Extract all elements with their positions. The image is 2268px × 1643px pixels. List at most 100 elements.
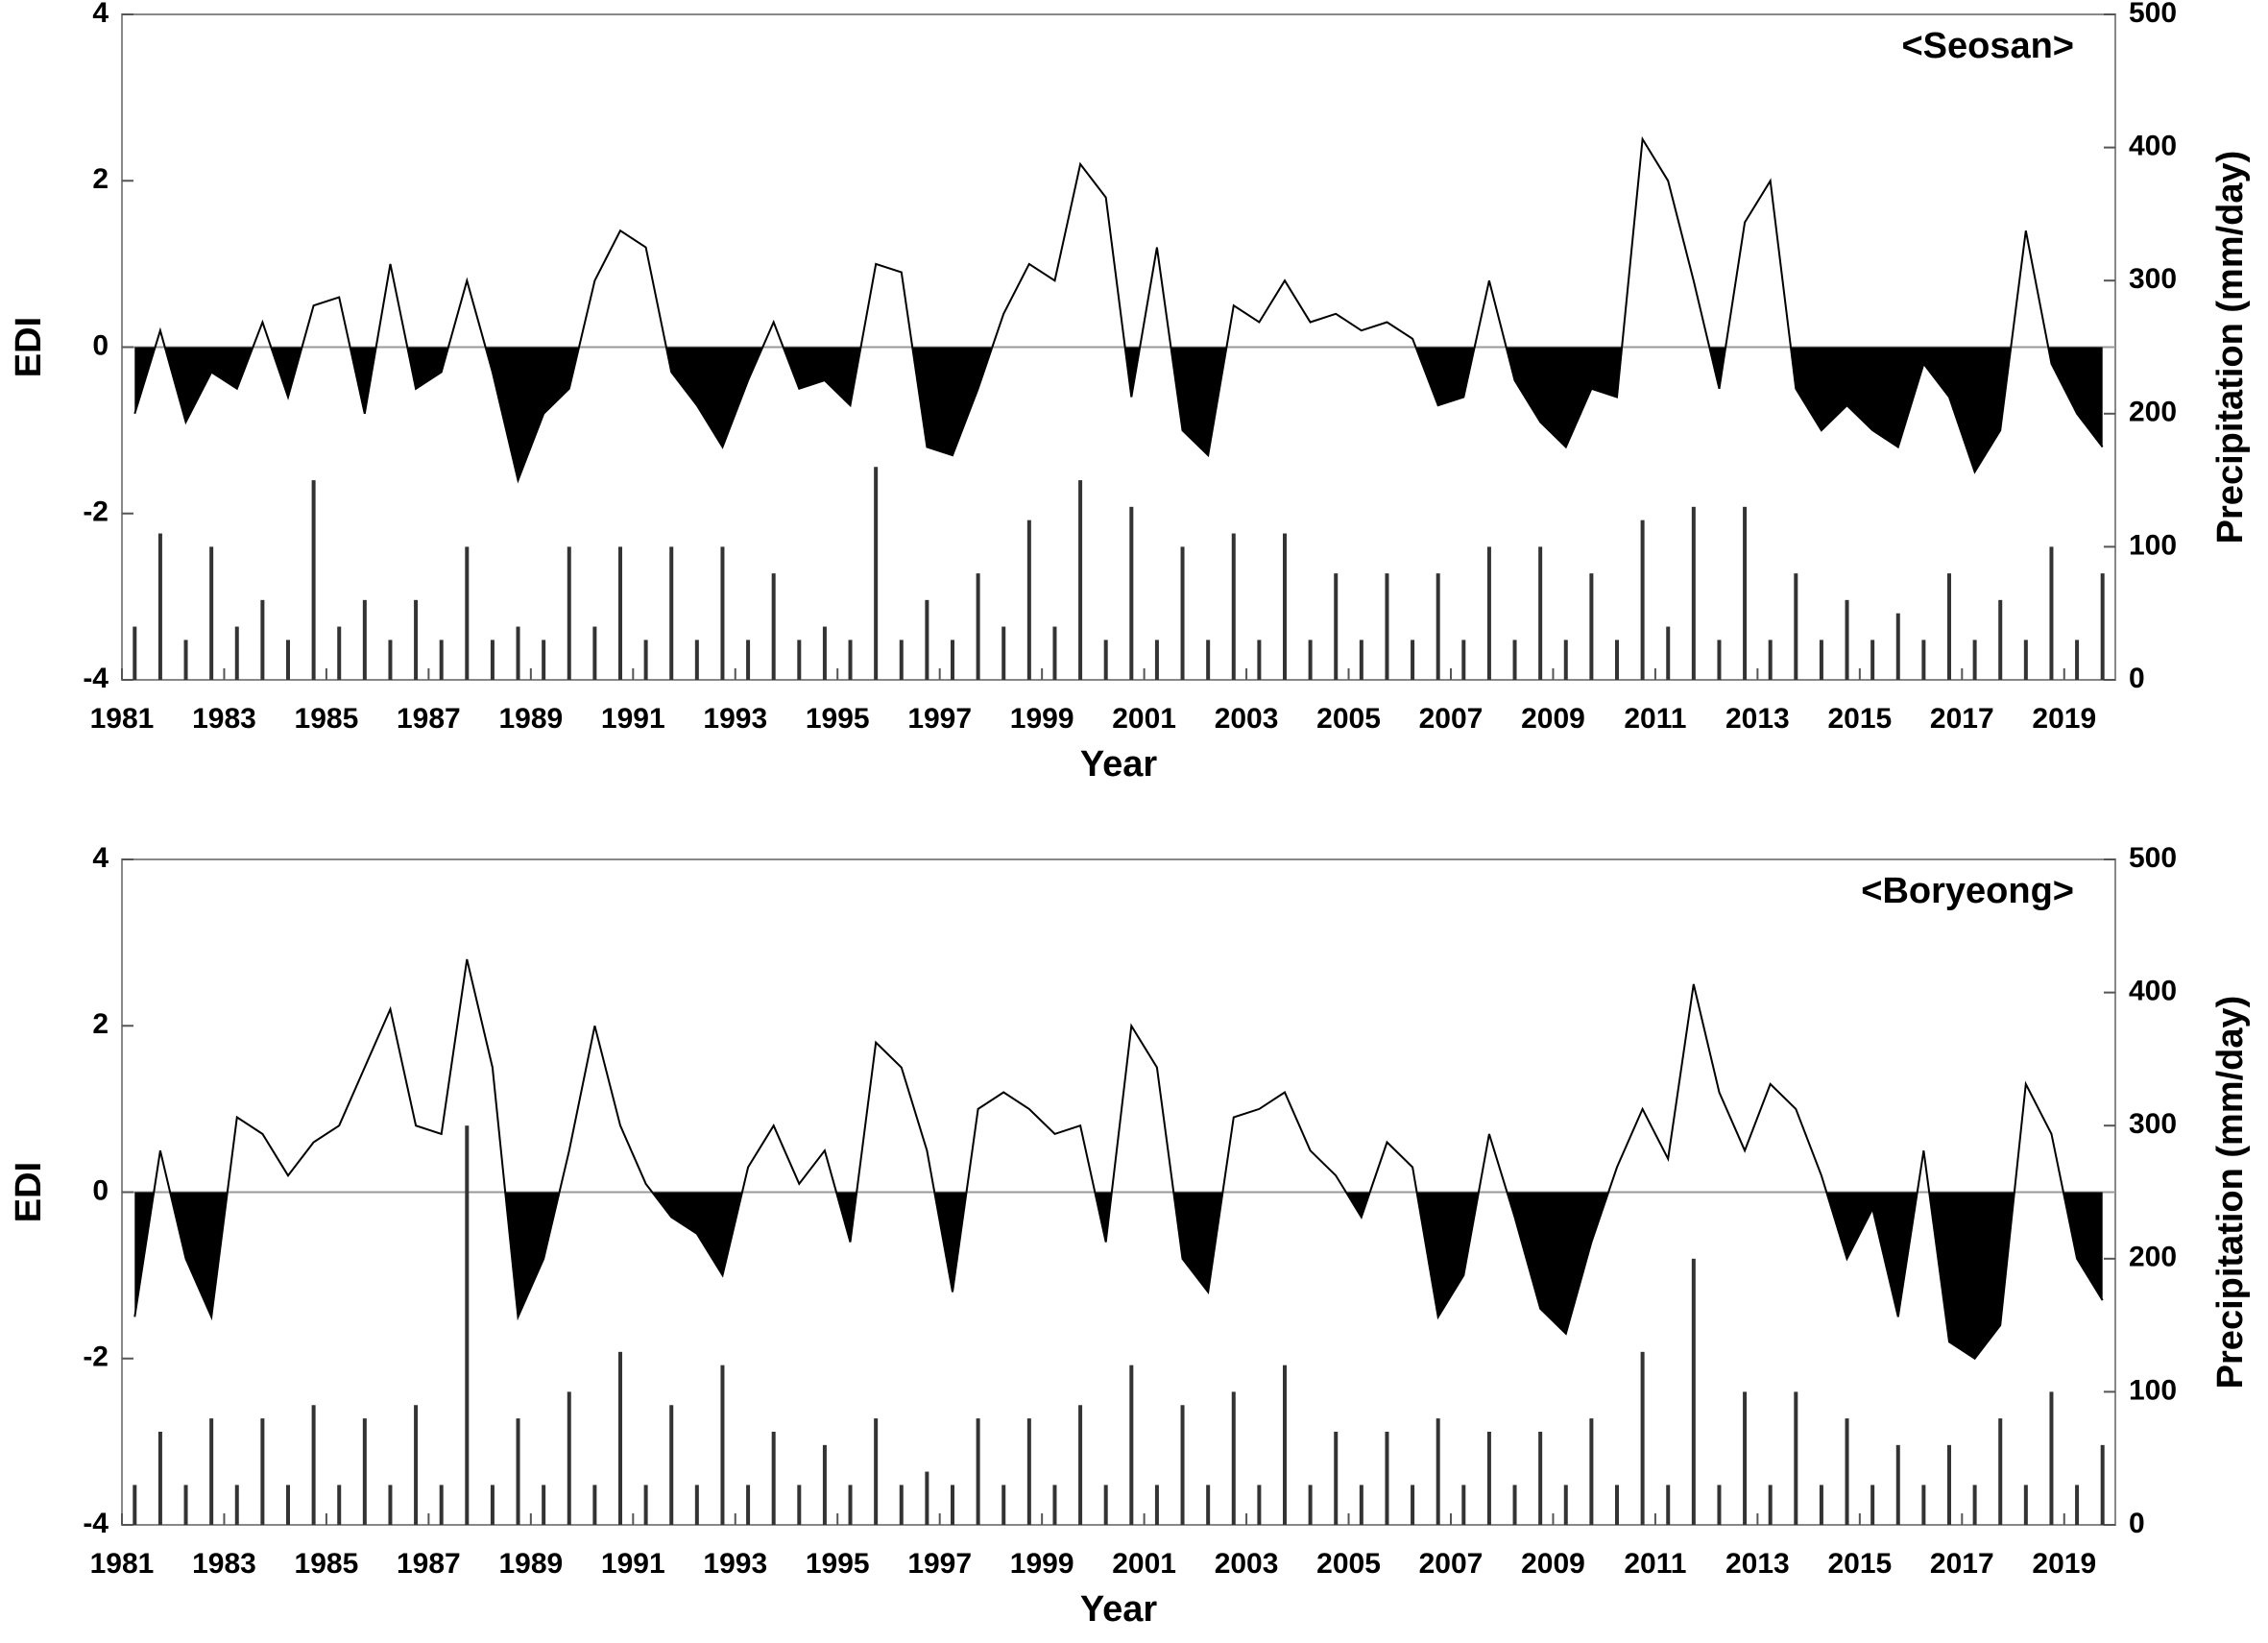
precipitation-bar — [1103, 1485, 1108, 1525]
precipitation-bar — [1921, 640, 1926, 680]
precipitation-bar — [439, 640, 444, 680]
precipitation-bar — [1794, 573, 1798, 680]
precipitation-bar — [490, 1485, 495, 1525]
precipitation-bar — [1512, 1485, 1517, 1525]
precipitation-bar — [1666, 1485, 1671, 1525]
precipitation-bar — [1947, 1444, 1951, 1525]
precipitation-bar — [1768, 640, 1773, 680]
precipitation-bar — [1436, 573, 1440, 680]
precipitation-bar — [1308, 1485, 1313, 1525]
precipitation-bar — [414, 1405, 419, 1525]
precipitation-bar — [1845, 1418, 1849, 1525]
precipitation-bar — [720, 546, 725, 680]
precipitation-bar — [1486, 546, 1491, 680]
precipitation-bar — [1895, 613, 1900, 680]
y-tick-label: -4 — [83, 1508, 109, 1539]
annotation: <Seosan> — [1901, 26, 2074, 66]
precipitation-bar — [771, 1431, 776, 1525]
precipitation-bar — [1486, 1431, 1491, 1525]
x-tick-label: 2011 — [1624, 703, 1686, 735]
precipitation-bar — [337, 626, 342, 680]
precipitation-bar — [260, 599, 265, 680]
precipitation-bar — [2049, 546, 2054, 680]
precipitation-bar — [542, 1485, 546, 1525]
x-tick-label: 2017 — [1930, 1548, 1994, 1580]
precipitation-bar — [1078, 480, 1083, 680]
x-tick-label: 1991 — [601, 1548, 665, 1580]
precipitation-bar — [516, 1418, 520, 1525]
precipitation-bar — [1308, 640, 1313, 680]
x-tick-label: 1993 — [703, 1548, 767, 1580]
precipitation-bar — [1001, 626, 1006, 680]
precipitation-bar — [439, 1485, 444, 1525]
precipitation-bar — [1998, 599, 2003, 680]
precipitation-bar — [925, 599, 929, 680]
x-tick-label: 1995 — [806, 703, 870, 735]
precipitation-bar — [542, 640, 546, 680]
y2-axis-label: Precipitation (mm/day) — [2210, 996, 2251, 1389]
y-axis-label: EDI — [9, 317, 49, 377]
precipitation-bar — [260, 1418, 265, 1525]
precipitation-bar — [848, 1485, 853, 1525]
precipitation-bar — [1001, 1485, 1006, 1525]
precipitation-bar — [1845, 599, 1849, 680]
x-tick-label: 2003 — [1215, 1548, 1279, 1580]
precipitation-bar — [2023, 640, 2028, 680]
precipitation-bar — [1998, 1418, 2003, 1525]
x-tick-label: 2001 — [1112, 703, 1176, 735]
precipitation-bar — [567, 1391, 571, 1525]
precipitation-bar — [1461, 640, 1466, 680]
precipitation-bar — [1921, 1485, 1926, 1525]
precipitation-bar — [1257, 640, 1262, 680]
precipitation-bar — [669, 546, 674, 680]
precipitation-bar — [1691, 1258, 1696, 1525]
precipitation-bar — [183, 640, 188, 680]
y2-tick-label: 0 — [2129, 663, 2145, 694]
precipitation-bar — [2049, 1391, 2054, 1525]
precipitation-bar — [1563, 640, 1568, 680]
precipitation-bar — [1411, 640, 1415, 680]
precipitation-bar — [2075, 1485, 2080, 1525]
precipitation-bar — [643, 1485, 648, 1525]
x-tick-label: 2007 — [1419, 703, 1484, 735]
precipitation-bar — [1052, 626, 1057, 680]
annotation: <Boryeong> — [1861, 871, 2074, 911]
precipitation-bar — [822, 626, 827, 680]
precipitation-bar — [1283, 1365, 1287, 1525]
precipitation-bar — [1411, 1485, 1415, 1525]
x-tick-label: 2019 — [2032, 703, 2096, 735]
x-tick-label: 2009 — [1521, 703, 1585, 735]
y2-tick-label: 400 — [2129, 976, 2177, 1007]
precipitation-bar — [209, 546, 214, 680]
precipitation-bar — [874, 467, 879, 680]
precipitation-bar — [1743, 506, 1748, 680]
precipitation-bar — [1359, 1485, 1363, 1525]
precipitation-bar — [669, 1405, 674, 1525]
y-tick-label: -2 — [83, 1341, 109, 1373]
precipitation-bar — [2100, 573, 2105, 680]
precipitation-bar — [1972, 1485, 1977, 1525]
precipitation-bar — [1615, 640, 1619, 680]
precipitation-bar — [746, 1485, 751, 1525]
precipitation-bar — [1666, 626, 1671, 680]
y2-axis-label: Precipitation (mm/day) — [2210, 151, 2251, 544]
precipitation-bar — [1538, 546, 1543, 680]
precipitation-bar — [465, 1125, 470, 1525]
precipitation-bar — [1768, 1485, 1773, 1525]
edi-line — [133, 958, 2104, 1361]
precipitation-bar — [1615, 1485, 1619, 1525]
edi-deficit-area — [134, 1192, 2103, 1359]
precipitation-bar — [311, 480, 316, 680]
y-tick-label: 2 — [92, 163, 109, 195]
precipitation-bar — [414, 599, 419, 680]
x-tick-label: 2013 — [1725, 703, 1790, 735]
precipitation-bar — [1359, 640, 1363, 680]
x-tick-label: 1983 — [192, 703, 256, 735]
x-tick-label: 1989 — [498, 703, 563, 735]
x-tick-label: 1999 — [1010, 703, 1074, 735]
y2-tick-label: 100 — [2129, 529, 2177, 561]
x-tick-label: 1999 — [1010, 1548, 1074, 1580]
y2-tick-label: 500 — [2129, 842, 2177, 874]
